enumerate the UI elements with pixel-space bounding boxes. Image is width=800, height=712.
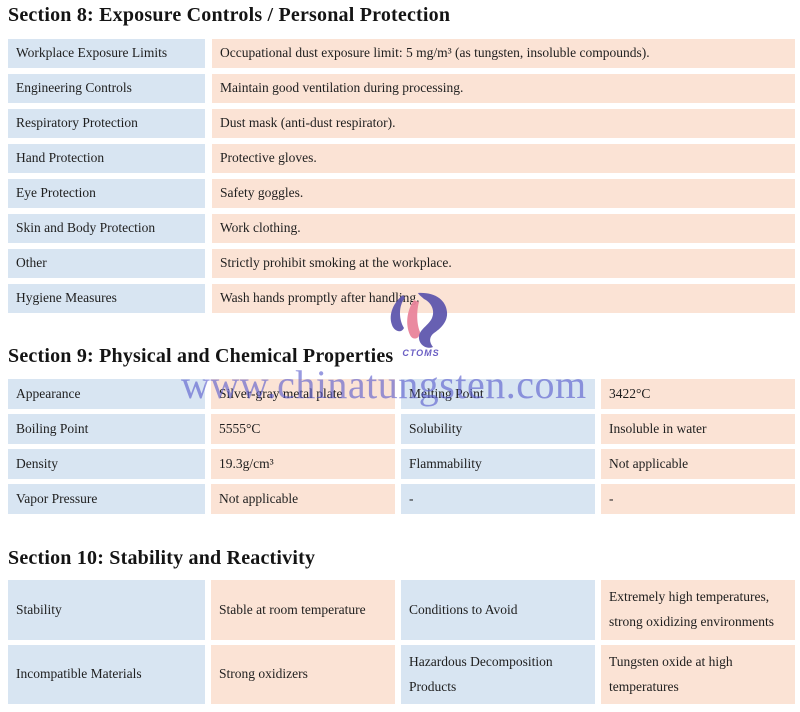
table-cell: Incompatible Materials bbox=[8, 645, 205, 704]
table-row-value: Wash hands promptly after handling. bbox=[212, 284, 795, 313]
table-cell: 5555°C bbox=[211, 414, 395, 444]
table-cell: - bbox=[601, 484, 795, 514]
table-row-value: Work clothing. bbox=[212, 214, 795, 243]
table-cell: Tungsten oxide at high temperatures bbox=[601, 645, 795, 704]
table-row-value: Maintain good ventilation during process… bbox=[212, 74, 795, 103]
section-10-table: Stability Stable at room temperature Con… bbox=[8, 580, 795, 704]
table-cell: Not applicable bbox=[601, 449, 795, 479]
table-cell: Vapor Pressure bbox=[8, 484, 205, 514]
table-cell: Appearance bbox=[8, 379, 205, 409]
table-row-value: Strictly prohibit smoking at the workpla… bbox=[212, 249, 795, 278]
section-8-title: Section 8: Exposure Controls / Personal … bbox=[8, 4, 451, 26]
table-row-label: Workplace Exposure Limits bbox=[8, 39, 205, 68]
table-row-label: Eye Protection bbox=[8, 179, 205, 208]
table-cell: Hazardous Decomposition Products bbox=[401, 645, 595, 704]
chinatungsten-logo: CTOMS bbox=[386, 292, 456, 358]
logo-caption: CTOMS bbox=[402, 348, 440, 358]
table-cell: Insoluble in water bbox=[601, 414, 795, 444]
section-10-title: Section 10: Stability and Reactivity bbox=[8, 547, 316, 569]
table-cell: Stable at room temperature bbox=[211, 580, 395, 640]
table-row-label: Hand Protection bbox=[8, 144, 205, 173]
table-row-label: Hygiene Measures bbox=[8, 284, 205, 313]
table-row-value: Safety goggles. bbox=[212, 179, 795, 208]
table-cell: Flammability bbox=[401, 449, 595, 479]
logo-flame-icon bbox=[390, 292, 448, 348]
table-row-value: Occupational dust exposure limit: 5 mg/m… bbox=[212, 39, 795, 68]
table-row-label: Engineering Controls bbox=[8, 74, 205, 103]
table-cell: Silver-gray metal plate bbox=[211, 379, 395, 409]
section-9-title: Section 9: Physical and Chemical Propert… bbox=[8, 345, 394, 367]
table-row-value: Protective gloves. bbox=[212, 144, 795, 173]
table-row-label: Respiratory Protection bbox=[8, 109, 205, 138]
table-cell: Conditions to Avoid bbox=[401, 580, 595, 640]
table-row-label: Skin and Body Protection bbox=[8, 214, 205, 243]
table-cell: Strong oxidizers bbox=[211, 645, 395, 704]
table-cell: Stability bbox=[8, 580, 205, 640]
table-cell: Not applicable bbox=[211, 484, 395, 514]
section-9-table: Appearance Silver-gray metal plate Melti… bbox=[8, 379, 795, 514]
section-8-table: Workplace Exposure Limits Occupational d… bbox=[8, 39, 795, 313]
table-cell: Boiling Point bbox=[8, 414, 205, 444]
table-cell: - bbox=[401, 484, 595, 514]
table-cell: Extremely high temperatures, strong oxid… bbox=[601, 580, 795, 640]
table-cell: Density bbox=[8, 449, 205, 479]
table-row-label: Other bbox=[8, 249, 205, 278]
table-cell: Solubility bbox=[401, 414, 595, 444]
table-cell: 3422°C bbox=[601, 379, 795, 409]
table-cell: Melting Point bbox=[401, 379, 595, 409]
table-cell: 19.3g/cm³ bbox=[211, 449, 395, 479]
table-row-value: Dust mask (anti-dust respirator). bbox=[212, 109, 795, 138]
